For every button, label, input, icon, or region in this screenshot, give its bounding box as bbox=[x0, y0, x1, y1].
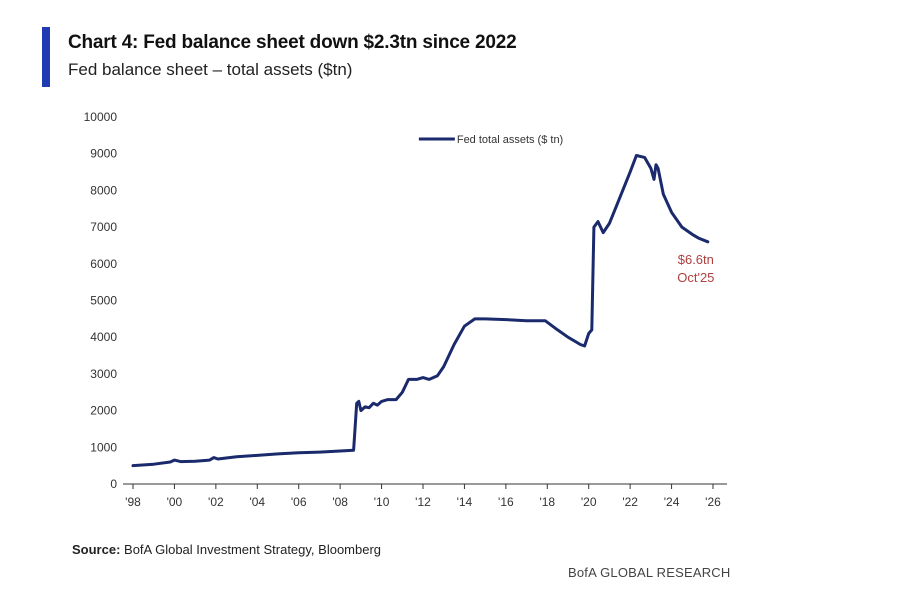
x-tick-label: '26 bbox=[705, 495, 721, 509]
series-line bbox=[131, 154, 710, 468]
source-label: Source: bbox=[72, 542, 121, 557]
annotation-value-label: $6.6tn bbox=[678, 252, 714, 267]
x-tick-label: '04 bbox=[249, 495, 265, 509]
chart-title: Chart 4: Fed balance sheet down $2.3tn s… bbox=[68, 32, 517, 53]
x-tick-label: '24 bbox=[664, 495, 680, 509]
x-tick-label: '20 bbox=[581, 495, 597, 509]
source-text: BofA Global Investment Strategy, Bloombe… bbox=[120, 542, 382, 557]
x-tick-label: '98 bbox=[125, 495, 141, 509]
x-axis bbox=[123, 483, 727, 489]
chart-subtitle: Fed balance sheet – total assets ($tn) bbox=[68, 60, 353, 79]
x-tick-label: '22 bbox=[622, 495, 638, 509]
y-tick-label: 4000 bbox=[90, 330, 117, 344]
y-tick-label: 0 bbox=[110, 477, 117, 491]
brand-label: BofA GLOBAL RESEARCH bbox=[568, 565, 731, 580]
x-tick-label: '06 bbox=[291, 495, 307, 509]
y-axis-tick-labels: 0 1000 2000 3000 4000 5000 6000 7000 8000 9000 100… bbox=[84, 110, 118, 491]
y-tick-label: 6000 bbox=[90, 257, 117, 271]
legend: Fed total assets ($ tn) bbox=[418, 134, 563, 146]
annotation-date-label: Oct'25 bbox=[677, 270, 714, 285]
x-tick-label: '02 bbox=[208, 495, 224, 509]
x-tick-label: '14 bbox=[457, 495, 473, 509]
y-tick-label: 7000 bbox=[90, 220, 117, 234]
y-tick-label: 5000 bbox=[90, 294, 117, 308]
y-tick-label: 3000 bbox=[90, 367, 117, 381]
x-tick-label: '12 bbox=[415, 495, 431, 509]
y-tick-label: 10000 bbox=[84, 110, 118, 124]
x-tick-label: '18 bbox=[539, 495, 555, 509]
y-tick-label: 1000 bbox=[90, 440, 117, 454]
y-tick-label: 8000 bbox=[90, 183, 117, 197]
x-tick-label: '16 bbox=[498, 495, 514, 509]
x-tick-label: '10 bbox=[374, 495, 390, 509]
x-axis-tick-labels: '98 '00 '02 '04 '06 '08 '10 '12 '14 '16 '18 '20 '22 '… bbox=[125, 495, 721, 509]
x-tick-label: '00 bbox=[167, 495, 183, 509]
legend-entry-label: Fed total assets ($ tn) bbox=[457, 134, 563, 146]
x-tick-label: '08 bbox=[332, 495, 348, 509]
y-tick-label: 9000 bbox=[90, 147, 117, 161]
series-layer bbox=[131, 154, 710, 468]
annotation-layer: $6.6tn Oct'25 bbox=[677, 252, 714, 285]
y-tick-label: 2000 bbox=[90, 404, 117, 418]
title-accent-bar bbox=[42, 27, 50, 87]
source-note: Source: BofA Global Investment Strategy,… bbox=[72, 542, 381, 557]
